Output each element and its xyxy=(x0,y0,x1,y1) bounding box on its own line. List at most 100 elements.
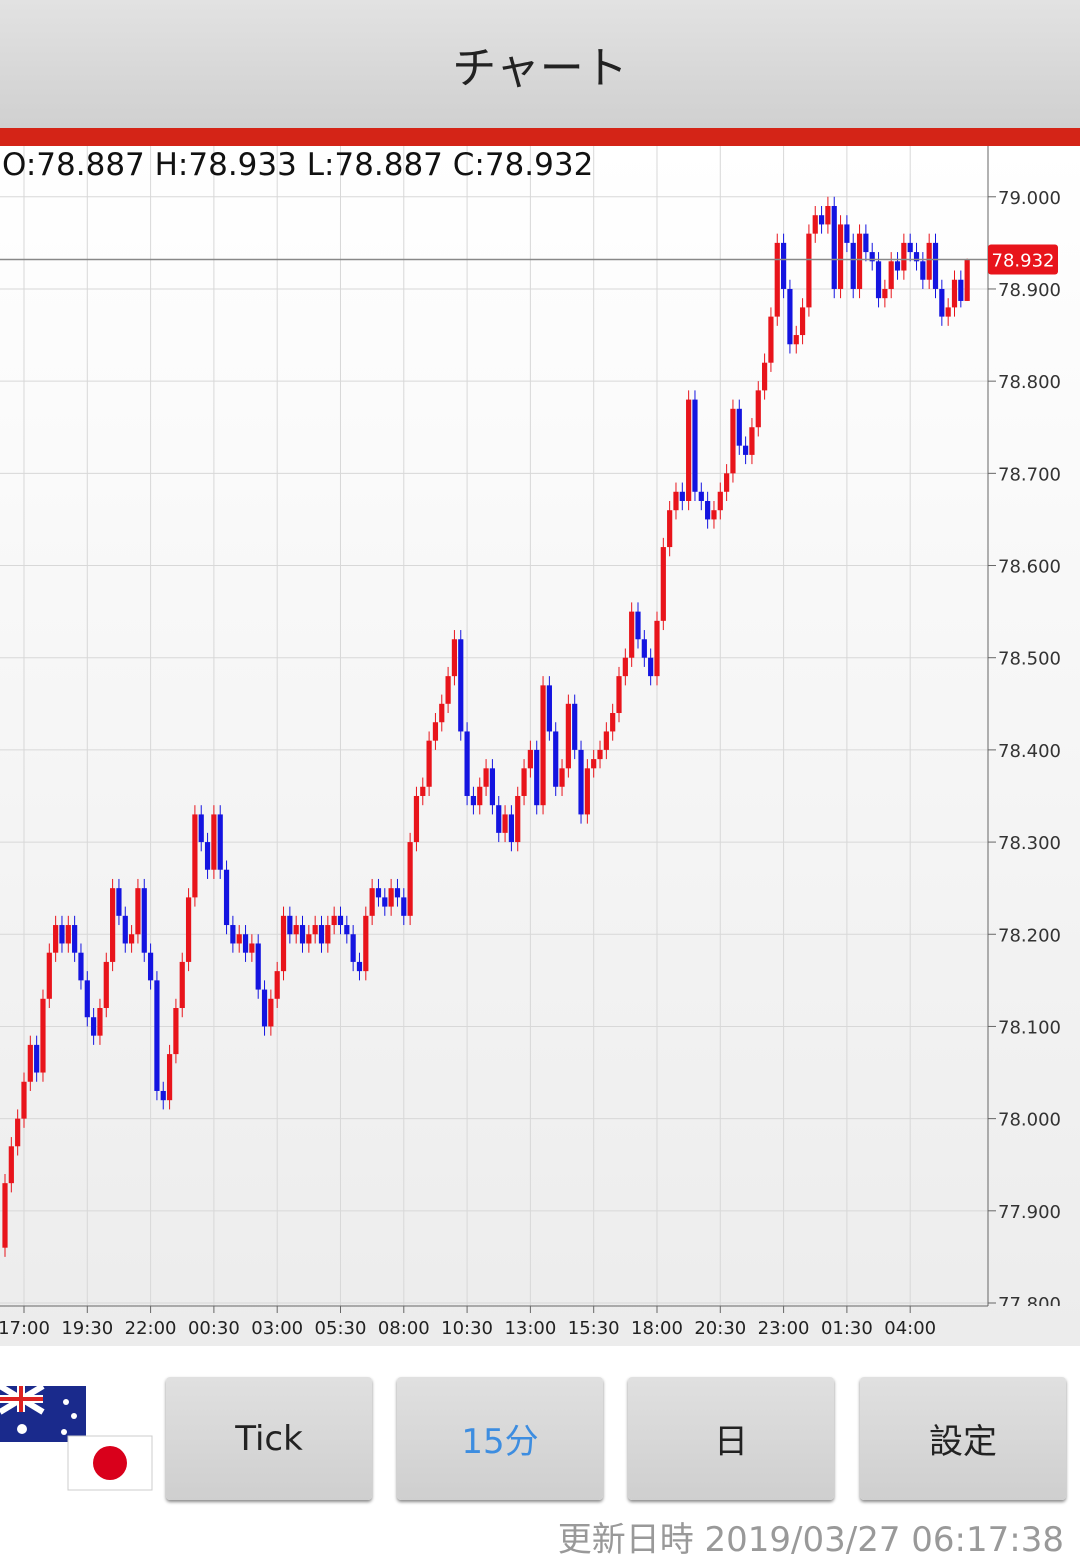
candle-body xyxy=(755,390,761,428)
candle-body xyxy=(59,925,65,944)
candle-body xyxy=(603,731,609,750)
candle-body xyxy=(78,952,84,981)
candle-body xyxy=(888,261,894,289)
last-price-label: 78.932 xyxy=(992,250,1055,271)
x-tick-label: 01:30 xyxy=(821,1318,873,1339)
timeframe-button[interactable]: Tick xyxy=(166,1377,372,1500)
candle-body xyxy=(920,261,926,280)
candle-body xyxy=(711,510,717,520)
chart: 77.800 77.900 78.000 78.100 78.200 78.300 78.4… xyxy=(0,146,1080,1346)
candle-body xyxy=(242,934,249,953)
candle-body xyxy=(84,980,90,1018)
y-tick-label: 78.200 xyxy=(998,925,1061,946)
timeframe-button[interactable]: 15分 xyxy=(397,1377,603,1500)
candle-body xyxy=(293,925,299,935)
updated-time: 更新日時 2019/03/27 06:17:38 xyxy=(557,1520,1064,1560)
candle-body xyxy=(312,925,318,935)
candle-body xyxy=(736,408,742,446)
y-tick-label: 79.000 xyxy=(998,188,1061,209)
candle-body xyxy=(388,888,394,907)
candle-body xyxy=(502,814,508,833)
candle-body xyxy=(173,1008,179,1055)
candle-body xyxy=(445,676,451,704)
candle-body xyxy=(363,915,369,972)
candle-body xyxy=(515,795,521,843)
accent-bar xyxy=(0,128,1080,146)
x-tick-label: 23:00 xyxy=(758,1318,810,1339)
candle-body xyxy=(964,259,970,301)
candle-body xyxy=(629,611,635,658)
candle-body xyxy=(717,491,723,511)
x-tick-label: 00:30 xyxy=(188,1318,240,1339)
candle-body xyxy=(540,685,546,806)
candle-body xyxy=(483,768,489,787)
candle-body xyxy=(762,362,768,391)
candle-body xyxy=(508,814,514,843)
candle-body xyxy=(401,897,407,916)
candle-body xyxy=(844,224,850,243)
candle-body xyxy=(635,611,641,640)
x-tick-label: 22:00 xyxy=(125,1318,177,1339)
candle-body xyxy=(869,252,875,262)
y-tick-label: 78.000 xyxy=(998,1110,1061,1131)
ohlc-label: O:78.887 H:78.933 L:78.887 C:78.932 xyxy=(2,147,593,183)
x-tick-label: 15:30 xyxy=(568,1318,620,1339)
candle-body xyxy=(230,925,236,944)
y-tick-label: 78.800 xyxy=(998,372,1061,393)
candle-body xyxy=(236,934,242,944)
candle-body xyxy=(559,768,565,787)
candle-body xyxy=(394,888,401,898)
candle-body xyxy=(496,805,502,833)
candle-body xyxy=(217,814,223,870)
candle-body xyxy=(780,242,787,289)
candle-body xyxy=(799,307,806,336)
candle-body xyxy=(72,925,78,953)
candle-body xyxy=(622,657,628,677)
candle-body xyxy=(2,1183,8,1248)
candle-body xyxy=(768,316,774,363)
candle-body xyxy=(856,233,863,289)
candle-body xyxy=(831,205,837,289)
candle-body xyxy=(724,473,730,492)
x-tick-label: 20:30 xyxy=(694,1318,746,1339)
candle-body xyxy=(110,888,116,962)
candle-body xyxy=(787,288,793,345)
candle-body xyxy=(268,998,274,1027)
candle-body xyxy=(325,925,331,944)
candle-body xyxy=(939,288,945,317)
candle-body xyxy=(91,1017,97,1036)
candle-body xyxy=(65,925,71,944)
candle-body xyxy=(616,676,622,714)
candle-body xyxy=(458,639,464,732)
timeframe-button[interactable]: 日 xyxy=(628,1377,834,1500)
candle-body xyxy=(610,713,616,732)
candle-body xyxy=(818,215,825,225)
candle-body xyxy=(958,279,964,301)
candle-body xyxy=(584,768,590,815)
candle-body xyxy=(812,215,818,234)
last-price-box xyxy=(988,244,1058,275)
candle-body xyxy=(901,242,907,271)
candle-body xyxy=(413,795,420,843)
x-tick-label: 10:30 xyxy=(441,1318,493,1339)
candle-body xyxy=(116,888,122,916)
y-tick-label: 78.100 xyxy=(998,1017,1061,1038)
candle-body xyxy=(274,971,280,999)
candle-body xyxy=(154,980,160,1091)
candle-body xyxy=(350,934,356,962)
candle-body xyxy=(407,842,413,916)
candle-body xyxy=(692,399,698,492)
y-tick-label: 78.400 xyxy=(998,741,1061,762)
candle-body xyxy=(705,500,711,520)
candle-body xyxy=(698,491,704,501)
candle-body xyxy=(894,261,901,271)
candle-body xyxy=(743,445,749,455)
candle-body xyxy=(749,427,755,455)
x-tick-label: 08:00 xyxy=(378,1318,430,1339)
candle-body xyxy=(591,759,597,769)
candle-body xyxy=(534,749,540,806)
candle-body xyxy=(837,224,844,289)
timeframe-button[interactable]: 設定 xyxy=(860,1377,1066,1500)
candle-body xyxy=(774,242,780,317)
y-tick-label: 78.500 xyxy=(998,649,1061,670)
